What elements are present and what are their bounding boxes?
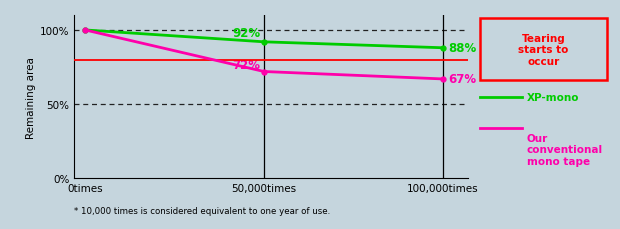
Text: 92%: 92%	[232, 27, 260, 40]
Text: XP-mono: XP-mono	[526, 92, 579, 102]
Text: 88%: 88%	[448, 41, 477, 54]
Text: * 10,000 times is considered equivalent to one year of use.: * 10,000 times is considered equivalent …	[74, 206, 330, 215]
Text: Tearing
starts to
occur: Tearing starts to occur	[518, 34, 569, 67]
Text: 72%: 72%	[232, 59, 260, 71]
Text: 67%: 67%	[448, 72, 476, 85]
Y-axis label: Remaining area: Remaining area	[26, 57, 36, 138]
Text: Our
conventional
mono tape: Our conventional mono tape	[526, 133, 603, 166]
FancyBboxPatch shape	[480, 19, 607, 81]
